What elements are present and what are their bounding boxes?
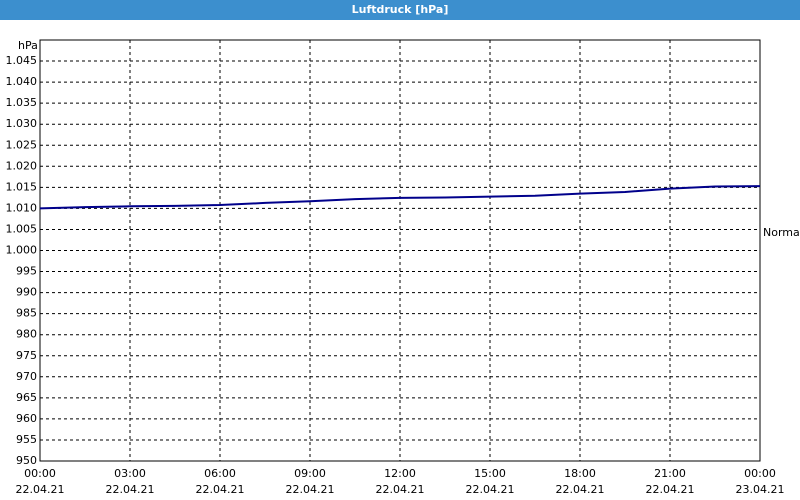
plot-frame — [39, 39, 761, 462]
x-tick-date: 22.04.21 — [106, 483, 155, 496]
y-tick-label: 995 — [16, 265, 37, 278]
x-tick-label: 00:00 — [744, 467, 776, 480]
y-tick-label: 975 — [16, 349, 37, 362]
x-tick-label: 06:00 — [204, 467, 236, 480]
x-tick-date: 22.04.21 — [556, 483, 605, 496]
y-tick-label: 985 — [16, 307, 37, 320]
y-tick-label: 970 — [16, 370, 37, 383]
y-tick-label: 950 — [16, 454, 37, 467]
y-axis-label: hPa — [18, 39, 38, 52]
x-tick-date: 22.04.21 — [466, 483, 515, 496]
x-tick-date: 22.04.21 — [196, 483, 245, 496]
y-tick-label: 1.015 — [6, 180, 38, 193]
y-tick-label: 1.005 — [6, 222, 38, 235]
y-tick-label: 1.000 — [6, 244, 38, 257]
x-tick-date: 22.04.21 — [376, 483, 425, 496]
y-tick-label: 960 — [16, 412, 37, 425]
x-tick-label: 00:00 — [24, 467, 56, 480]
x-tick-label: 03:00 — [114, 467, 146, 480]
y-tick-label: 965 — [16, 391, 37, 404]
y-tick-label: 1.010 — [6, 201, 38, 214]
y-tick-label: 1.035 — [6, 96, 38, 109]
x-tick-label: 15:00 — [474, 467, 506, 480]
series-line — [39, 185, 761, 210]
x-tick-date: 22.04.21 — [286, 483, 335, 496]
y-tick-label: 1.045 — [6, 54, 38, 67]
x-tick-label: 21:00 — [654, 467, 686, 480]
title-bar — [0, 0, 800, 20]
y-tick-label: 1.025 — [6, 138, 38, 151]
x-tick-date: 23.04.21 — [736, 483, 785, 496]
y-tick-label: 1.020 — [6, 159, 38, 172]
x-tick-label: 12:00 — [384, 467, 416, 480]
x-tick-label: 18:00 — [564, 467, 596, 480]
x-tick-label: 09:00 — [294, 467, 326, 480]
x-tick-date: 22.04.21 — [646, 483, 695, 496]
y-tick-label: 980 — [16, 328, 37, 341]
annotation: Normal — [763, 226, 800, 239]
y-tick-label: 1.030 — [6, 117, 38, 130]
chart-title: Luftdruck [hPa] — [352, 3, 449, 16]
y-tick-label: 1.040 — [6, 75, 38, 88]
x-tick-date: 22.04.21 — [16, 483, 65, 496]
y-tick-label: 990 — [16, 286, 37, 299]
y-tick-label: 955 — [16, 433, 37, 446]
